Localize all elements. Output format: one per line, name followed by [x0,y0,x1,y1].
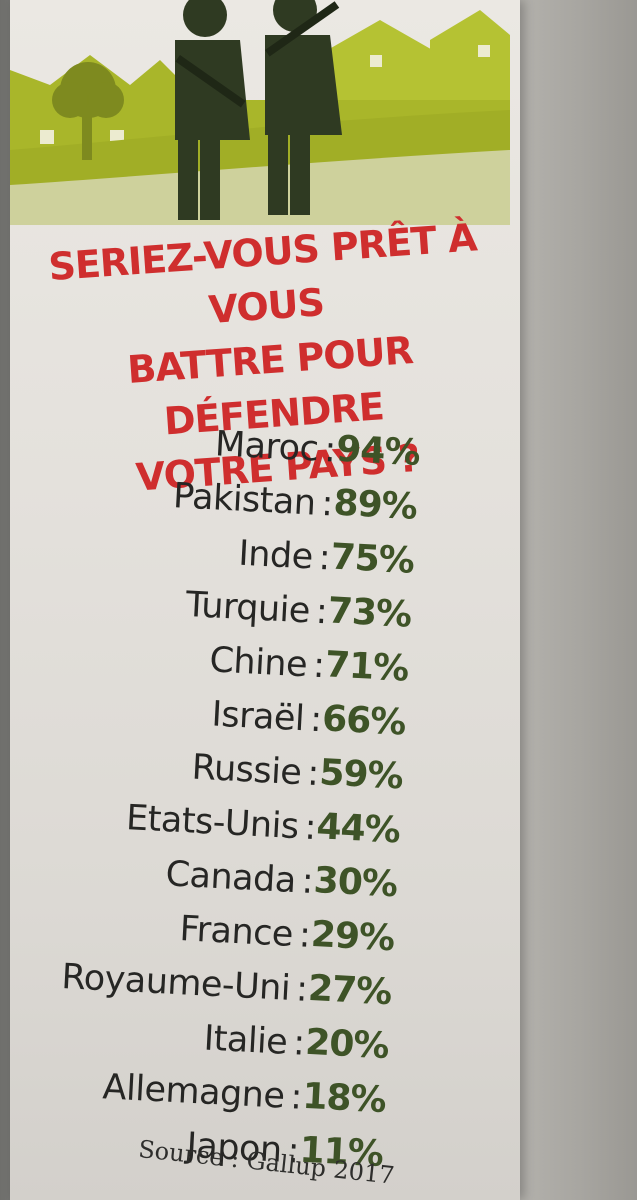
houses-icon [10,10,510,225]
percentage-value: 89% [332,482,418,528]
percentage-value: 59% [318,752,404,798]
adjacent-page [520,0,637,1200]
country-name: Royaume-Uni [60,956,292,1009]
percentage-value: 18% [301,1075,387,1122]
country-name: Turquie [184,584,311,632]
percentage-value: 29% [309,913,396,960]
country-name: Italie [202,1018,289,1063]
soldiers-illustration [10,0,510,225]
soldier-icon [175,0,342,220]
country-name: Etats-Unis [125,798,300,848]
percentage-value: 94% [335,428,421,474]
percentage-value: 73% [326,590,413,636]
country-name: Inde [237,533,314,578]
country-name: Israël [210,694,306,740]
percentage-value: 75% [329,536,415,582]
results-list: Maroc:94% Pakistan:89% Inde:75% Turquie:73%… [0,410,499,1190]
percentage-value: 44% [315,806,401,852]
country-name: Maroc [213,424,320,470]
percentage-value: 30% [312,860,398,906]
country-name: Allemagne [101,1067,286,1117]
country-name: Canada [164,854,297,902]
country-name: Russie [190,747,303,794]
country-name: Pakistan [172,476,317,524]
percentage-value: 71% [324,644,410,690]
country-name: France [178,909,294,955]
country-name: Chine [208,640,309,686]
percentage-value: 66% [321,698,407,744]
tree-icon [52,62,124,160]
percentage-value: 20% [304,1021,390,1068]
percentage-value: 27% [307,967,393,1014]
